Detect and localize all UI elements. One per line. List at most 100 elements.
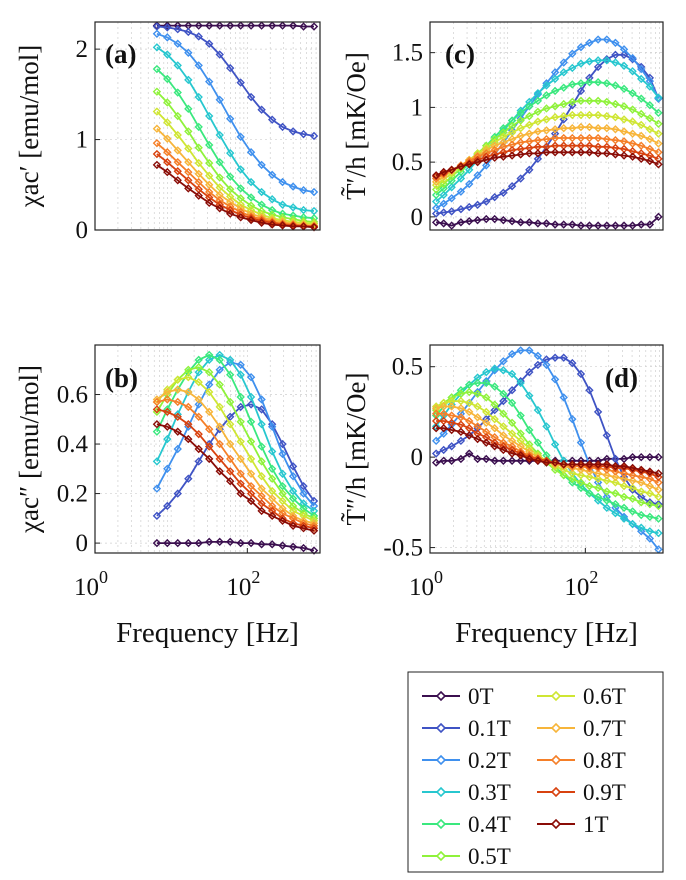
legend-item: 0.8T xyxy=(537,748,626,773)
data-point xyxy=(215,380,224,389)
data-point xyxy=(602,134,611,144)
data-point xyxy=(163,538,172,548)
data-point xyxy=(267,474,277,483)
data-point xyxy=(628,494,637,503)
data-point xyxy=(288,514,298,523)
series-line-b-0.4T xyxy=(156,353,315,517)
data-point xyxy=(267,21,277,30)
data-point xyxy=(568,474,577,484)
data-point xyxy=(499,366,508,375)
data-point xyxy=(645,527,655,536)
x-tick-label: 100 xyxy=(74,567,108,601)
data-point xyxy=(173,146,182,155)
data-point xyxy=(257,21,266,30)
data-point xyxy=(499,138,508,147)
data-point xyxy=(236,454,245,464)
data-point xyxy=(611,489,620,498)
x-tick-label: 102 xyxy=(226,567,260,601)
y-tick-label: 1.5 xyxy=(392,40,423,67)
data-point xyxy=(550,113,560,122)
data-point xyxy=(568,123,577,133)
data-point xyxy=(585,133,594,143)
data-point xyxy=(473,413,482,422)
data-point xyxy=(278,449,287,459)
data-point xyxy=(163,23,172,32)
data-point xyxy=(533,154,543,164)
data-point xyxy=(246,92,256,102)
data-point xyxy=(431,424,441,433)
data-point xyxy=(246,214,256,223)
data-point xyxy=(507,217,517,226)
data-point xyxy=(490,153,499,162)
data-point xyxy=(236,184,245,193)
data-point xyxy=(516,411,525,420)
data-point xyxy=(585,460,594,469)
data-point xyxy=(465,202,474,212)
data-point xyxy=(184,538,193,548)
data-point xyxy=(215,350,224,360)
data-point xyxy=(637,498,646,507)
data-point xyxy=(299,511,308,521)
data-point xyxy=(465,217,474,226)
legend-item: 0.9T xyxy=(537,780,626,805)
data-point xyxy=(194,412,203,421)
data-point xyxy=(246,201,256,210)
data-point xyxy=(163,167,172,177)
data-point xyxy=(619,127,629,136)
data-point xyxy=(447,400,456,409)
data-point xyxy=(465,431,474,440)
data-point xyxy=(267,115,277,124)
data-point xyxy=(205,39,214,48)
legend-marker xyxy=(435,690,447,702)
data-point xyxy=(550,353,560,362)
data-point xyxy=(465,387,474,397)
data-point xyxy=(152,397,162,407)
data-point xyxy=(482,438,491,447)
data-point xyxy=(447,176,456,185)
data-point xyxy=(559,68,568,77)
data-point xyxy=(559,148,568,157)
data-point xyxy=(215,130,224,140)
data-point xyxy=(236,360,245,369)
data-point xyxy=(637,523,646,532)
data-point xyxy=(465,449,474,458)
data-point xyxy=(447,207,456,216)
data-point xyxy=(628,67,637,76)
data-point xyxy=(645,220,655,229)
data-point xyxy=(559,465,568,474)
legend-label: 1T xyxy=(583,812,609,837)
data-point xyxy=(645,101,655,110)
data-point xyxy=(611,472,620,482)
data-point xyxy=(576,478,586,487)
series-line-a-0.6T xyxy=(156,110,315,225)
data-point xyxy=(246,193,256,202)
x-axis-label: Frequency [Hz] xyxy=(455,617,638,649)
data-point xyxy=(309,546,319,555)
data-point xyxy=(576,438,586,447)
data-point xyxy=(173,111,182,121)
data-point xyxy=(490,141,499,150)
data-point xyxy=(593,469,603,478)
data-point xyxy=(194,368,203,377)
data-point xyxy=(490,145,499,155)
data-point xyxy=(602,496,611,505)
data-point xyxy=(628,117,637,126)
data-point xyxy=(267,220,277,229)
data-point xyxy=(637,131,646,141)
data-point xyxy=(278,509,287,518)
data-point xyxy=(309,506,319,516)
data-point xyxy=(516,123,525,133)
data-point xyxy=(215,537,224,547)
series-line-a-0T xyxy=(156,24,314,28)
data-point xyxy=(628,129,637,138)
data-point xyxy=(184,104,193,114)
data-point xyxy=(163,434,172,444)
series-line-a-0.3T xyxy=(156,46,315,212)
y-tick-label: 0.2 xyxy=(57,481,88,508)
data-point xyxy=(559,123,568,133)
data-point xyxy=(267,218,277,227)
series-group xyxy=(152,350,319,555)
data-point xyxy=(163,148,172,157)
data-point xyxy=(576,465,586,474)
data-point xyxy=(516,218,525,227)
